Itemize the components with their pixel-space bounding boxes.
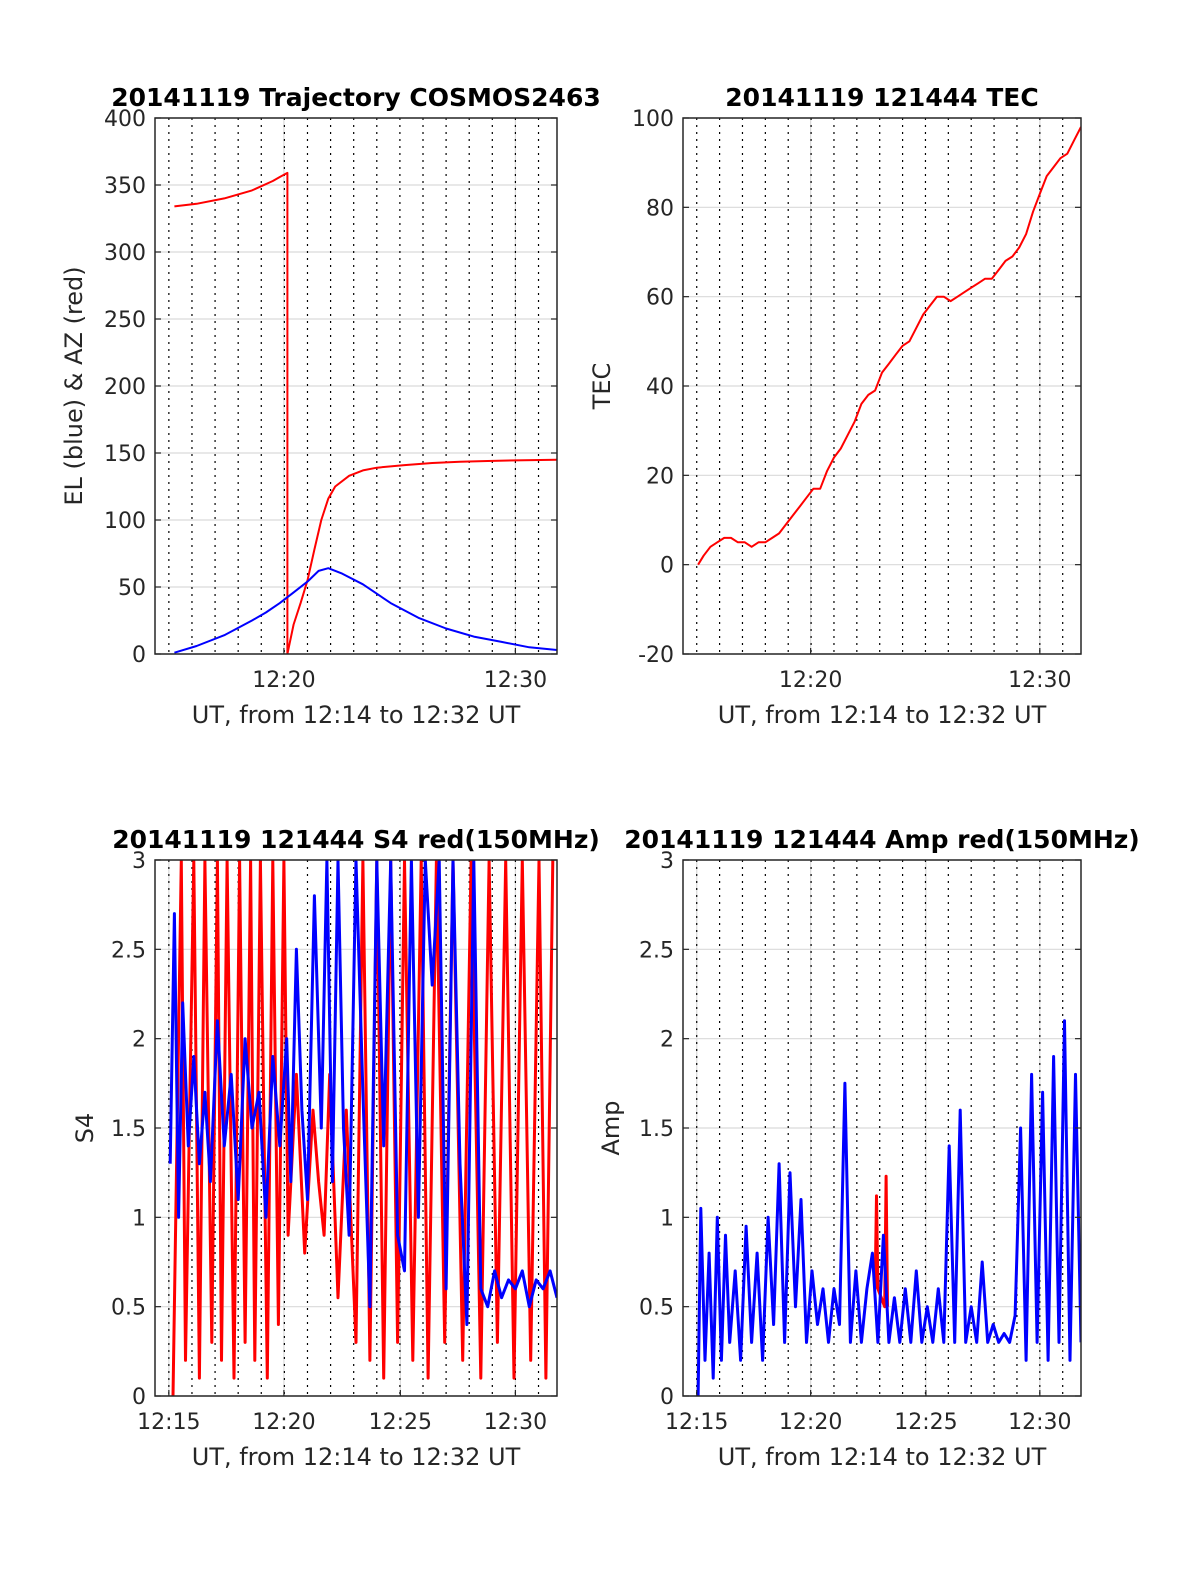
chart3: 0 0.5 1 1.5 2 2.5 3 12:15 12:20 12:25 12:30 2014111…	[71, 825, 600, 1471]
chart1-ytick-label: 0	[132, 643, 146, 668]
chart4-ytick-label: 3	[660, 849, 674, 874]
chart4-xtick-label: 12:15	[665, 1410, 728, 1435]
chart4-xtick-label: 12:30	[1008, 1410, 1071, 1435]
chart1-ytick-label: 150	[104, 442, 146, 467]
chart3-ytick-label: 1	[132, 1206, 146, 1231]
chart3-ytick-label: 2.5	[111, 938, 146, 963]
chart4-ytick-label: 0.5	[639, 1296, 674, 1321]
chart3-xtick-label: 12:30	[484, 1410, 547, 1435]
chart2-ytick-label: 60	[646, 286, 674, 311]
chart1-ytick-label: 350	[104, 174, 146, 199]
chart2-ytick-label: -20	[638, 643, 674, 668]
chart3-ytick-label: 0	[132, 1385, 146, 1410]
chart2-xtick-label: 12:30	[1008, 668, 1071, 693]
chart4-ylabel: Amp	[597, 1100, 625, 1155]
chart1-xtick-label: 12:20	[252, 668, 315, 693]
chart3-xtick-label: 12:25	[369, 1410, 432, 1435]
chart4-xtick-label: 12:20	[779, 1410, 842, 1435]
chart1-xlabel: UT, from 12:14 to 12:32 UT	[192, 701, 521, 729]
chart2-xlabel: UT, from 12:14 to 12:32 UT	[718, 701, 1047, 729]
chart4-title: 20141119 121444 Amp red(150MHz)	[624, 825, 1140, 854]
chart3-ytick-label: 2	[132, 1028, 146, 1053]
chart3-xlabel: UT, from 12:14 to 12:32 UT	[192, 1443, 521, 1471]
chart2-ytick-label: 0	[660, 554, 674, 579]
chart1-ytick-label: 50	[118, 576, 146, 601]
chart1-ytick-label: 100	[104, 509, 146, 534]
chart1-xtick-label: 12:30	[484, 668, 547, 693]
chart1-ytick-label: 300	[104, 241, 146, 266]
chart2-ytick-label: 20	[646, 464, 674, 489]
chart3-series-line-1	[171, 860, 555, 1396]
chart4-ytick-label: 1.5	[639, 1117, 674, 1142]
chart4-ytick-label: 0	[660, 1385, 674, 1410]
chart4: 0 0.5 1 1.5 2 2.5 3 12:15 12:20 12:25 12:30 2014111…	[597, 825, 1140, 1471]
chart1-title: 20141119 Trajectory COSMOS2463	[111, 83, 601, 112]
chart3-ytick-label: 3	[132, 849, 146, 874]
chart2: -20 0 20 40 60 80 100 12:20 12:30 20141119 121444…	[588, 83, 1082, 729]
chart2-title: 20141119 121444 TEC	[725, 83, 1038, 112]
chart4-ytick-label: 2	[660, 1028, 674, 1053]
chart1-series-line-2	[174, 567, 557, 654]
chart3-xtick-label: 12:15	[137, 1410, 200, 1435]
chart1-ytick-label: 250	[104, 308, 146, 333]
chart1-ylabel: EL (blue) & AZ (red)	[60, 266, 88, 505]
chart2-ytick-label: 100	[632, 107, 674, 132]
chart3-xtick-label: 12:20	[252, 1410, 315, 1435]
chart2-ytick-label: 40	[646, 375, 674, 400]
chart3-title: 20141119 121444 S4 red(150MHz)	[112, 825, 600, 854]
chart1-series-line-1	[174, 171, 557, 654]
chart2-ylabel: TEC	[588, 363, 616, 411]
chart4-ytick-label: 1	[660, 1206, 674, 1231]
chart4-xtick-label: 12:25	[894, 1410, 957, 1435]
chart3-ytick-label: 1.5	[111, 1117, 146, 1142]
chart2-series-line-1	[697, 126, 1081, 566]
chart4-ytick-label: 2.5	[639, 938, 674, 963]
chart1-ytick-label: 200	[104, 375, 146, 400]
chart1: 0 50 100 150 200 250 300 350 400 12:20 12:30 201411…	[60, 83, 601, 729]
chart3-ylabel: S4	[71, 1113, 99, 1144]
chart2-ytick-label: 80	[646, 196, 674, 221]
chart1-ytick-label: 400	[104, 107, 146, 132]
chart4-series-line-2	[696, 1019, 1081, 1396]
chart3-ytick-label: 0.5	[111, 1296, 146, 1321]
chart3-series-line-2	[168, 860, 557, 1326]
chart4-xlabel: UT, from 12:14 to 12:32 UT	[718, 1443, 1047, 1471]
chart2-xtick-label: 12:20	[779, 668, 842, 693]
